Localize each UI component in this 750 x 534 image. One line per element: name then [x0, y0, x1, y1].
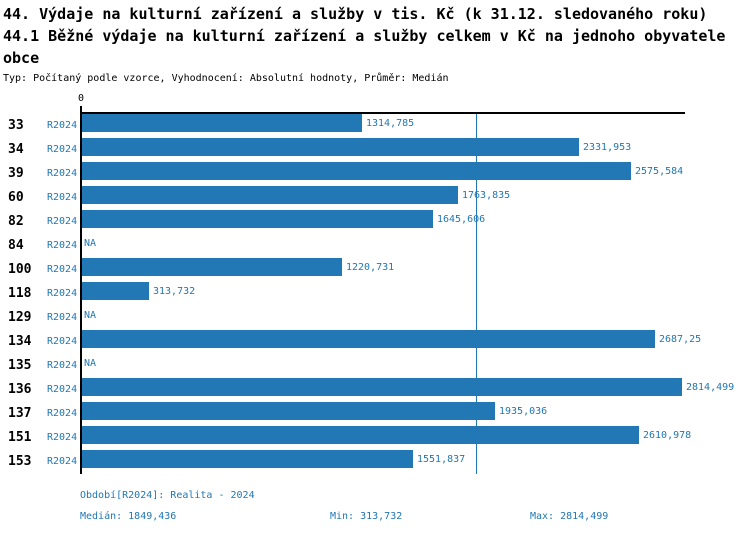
row-series-label: R2024 [47, 432, 78, 443]
row-category-label: 60 [8, 190, 24, 205]
row-series-label: R2024 [47, 240, 78, 251]
row-category-label: 100 [8, 262, 32, 277]
row-category-label: 135 [8, 358, 32, 373]
value-label: 1220,731 [346, 262, 395, 273]
footer-min: Min: 313,732 [330, 511, 403, 522]
value-bar [82, 162, 631, 180]
value-label: 1935,036 [499, 406, 548, 417]
row-series-label: R2024 [47, 408, 78, 419]
chart-row: 34 R2024 2331,953 [0, 138, 750, 162]
value-bar [82, 450, 413, 468]
value-bar [82, 402, 495, 420]
report-title-line2: 44.1 Běžné výdaje na kulturní zařízení a… [3, 27, 726, 67]
footer-max: Max: 2814,499 [530, 511, 609, 522]
chart-row: 84 R2024 NA [0, 234, 750, 258]
chart-row: 33 R2024 1314,785 [0, 114, 750, 138]
median-reference-line [476, 114, 477, 474]
na-label: NA [84, 358, 97, 369]
na-label: NA [84, 238, 97, 249]
row-series-label: R2024 [47, 360, 78, 371]
row-category-label: 136 [8, 382, 32, 397]
value-bar [82, 210, 433, 228]
value-label: 2575,584 [635, 166, 684, 177]
chart-row: 82 R2024 1645,606 [0, 210, 750, 234]
row-category-label: 34 [8, 142, 24, 157]
row-category-label: 134 [8, 334, 32, 349]
value-label: 313,732 [153, 286, 196, 297]
row-series-label: R2024 [47, 264, 78, 275]
row-category-label: 33 [8, 118, 24, 133]
row-series-label: R2024 [47, 216, 78, 227]
chart-row: 100 R2024 1220,731 [0, 258, 750, 282]
report-meta: Typ: Počítaný podle vzorce, Vyhodnocení:… [3, 73, 449, 84]
row-category-label: 151 [8, 430, 32, 445]
y-axis-line [80, 106, 82, 474]
chart-row: 129 R2024 NA [0, 306, 750, 330]
row-category-label: 153 [8, 454, 32, 469]
x-axis-line [81, 112, 685, 114]
value-bar [82, 330, 655, 348]
chart-row: 118 R2024 313,732 [0, 282, 750, 306]
chart-rows: 33 R2024 1314,785 34 R2024 2331,953 39 R2024 257… [0, 114, 750, 474]
value-label: 2331,953 [583, 142, 632, 153]
value-bar [82, 282, 149, 300]
row-series-label: R2024 [47, 120, 78, 131]
row-series-label: R2024 [47, 168, 78, 179]
value-bar [82, 138, 579, 156]
chart-row: 137 R2024 1935,036 [0, 402, 750, 426]
value-label: 1645,606 [437, 214, 486, 225]
value-bar [82, 426, 639, 444]
chart-row: 136 R2024 2814,499 [0, 378, 750, 402]
row-category-label: 84 [8, 238, 24, 253]
x-axis-zero-tick-label: 0 [77, 93, 85, 104]
chart-row: 151 R2024 2610,978 [0, 426, 750, 450]
value-label: 2687,25 [659, 334, 702, 345]
row-category-label: 118 [8, 286, 32, 301]
row-series-label: R2024 [47, 192, 78, 203]
chart-row: 153 R2024 1551,837 [0, 450, 750, 474]
chart-row: 60 R2024 1763,835 [0, 186, 750, 210]
value-bar [82, 258, 342, 276]
value-label: 2610,978 [643, 430, 692, 441]
row-category-label: 137 [8, 406, 32, 421]
row-series-label: R2024 [47, 456, 78, 467]
footer-median: Medián: 1849,436 [80, 511, 177, 522]
chart-row: 39 R2024 2575,584 [0, 162, 750, 186]
row-series-label: R2024 [47, 336, 78, 347]
row-category-label: 129 [8, 310, 32, 325]
value-label: 1314,785 [366, 118, 415, 129]
row-series-label: R2024 [47, 312, 78, 323]
value-bar [82, 114, 362, 132]
value-label: 2814,499 [686, 382, 735, 393]
row-category-label: 82 [8, 214, 24, 229]
row-series-label: R2024 [47, 288, 78, 299]
row-series-label: R2024 [47, 384, 78, 395]
chart-row: 135 R2024 NA [0, 354, 750, 378]
footer-period: Období[R2024]: Realita - 2024 [80, 490, 255, 501]
row-category-label: 39 [8, 166, 24, 181]
value-bar [82, 378, 682, 396]
row-series-label: R2024 [47, 144, 78, 155]
report-header: 44. Výdaje na kulturní zařízení a služby… [3, 3, 738, 86]
value-bar [82, 186, 458, 204]
bar-chart: 0 33 R2024 1314,785 34 R2024 2331,953 39 R2024 2… [0, 93, 750, 474]
na-label: NA [84, 310, 97, 321]
value-label: 1551,837 [417, 454, 466, 465]
chart-row: 134 R2024 2687,25 [0, 330, 750, 354]
value-label: 1763,835 [462, 190, 511, 201]
report-title-line1: 44. Výdaje na kulturní zařízení a služby… [3, 5, 708, 23]
